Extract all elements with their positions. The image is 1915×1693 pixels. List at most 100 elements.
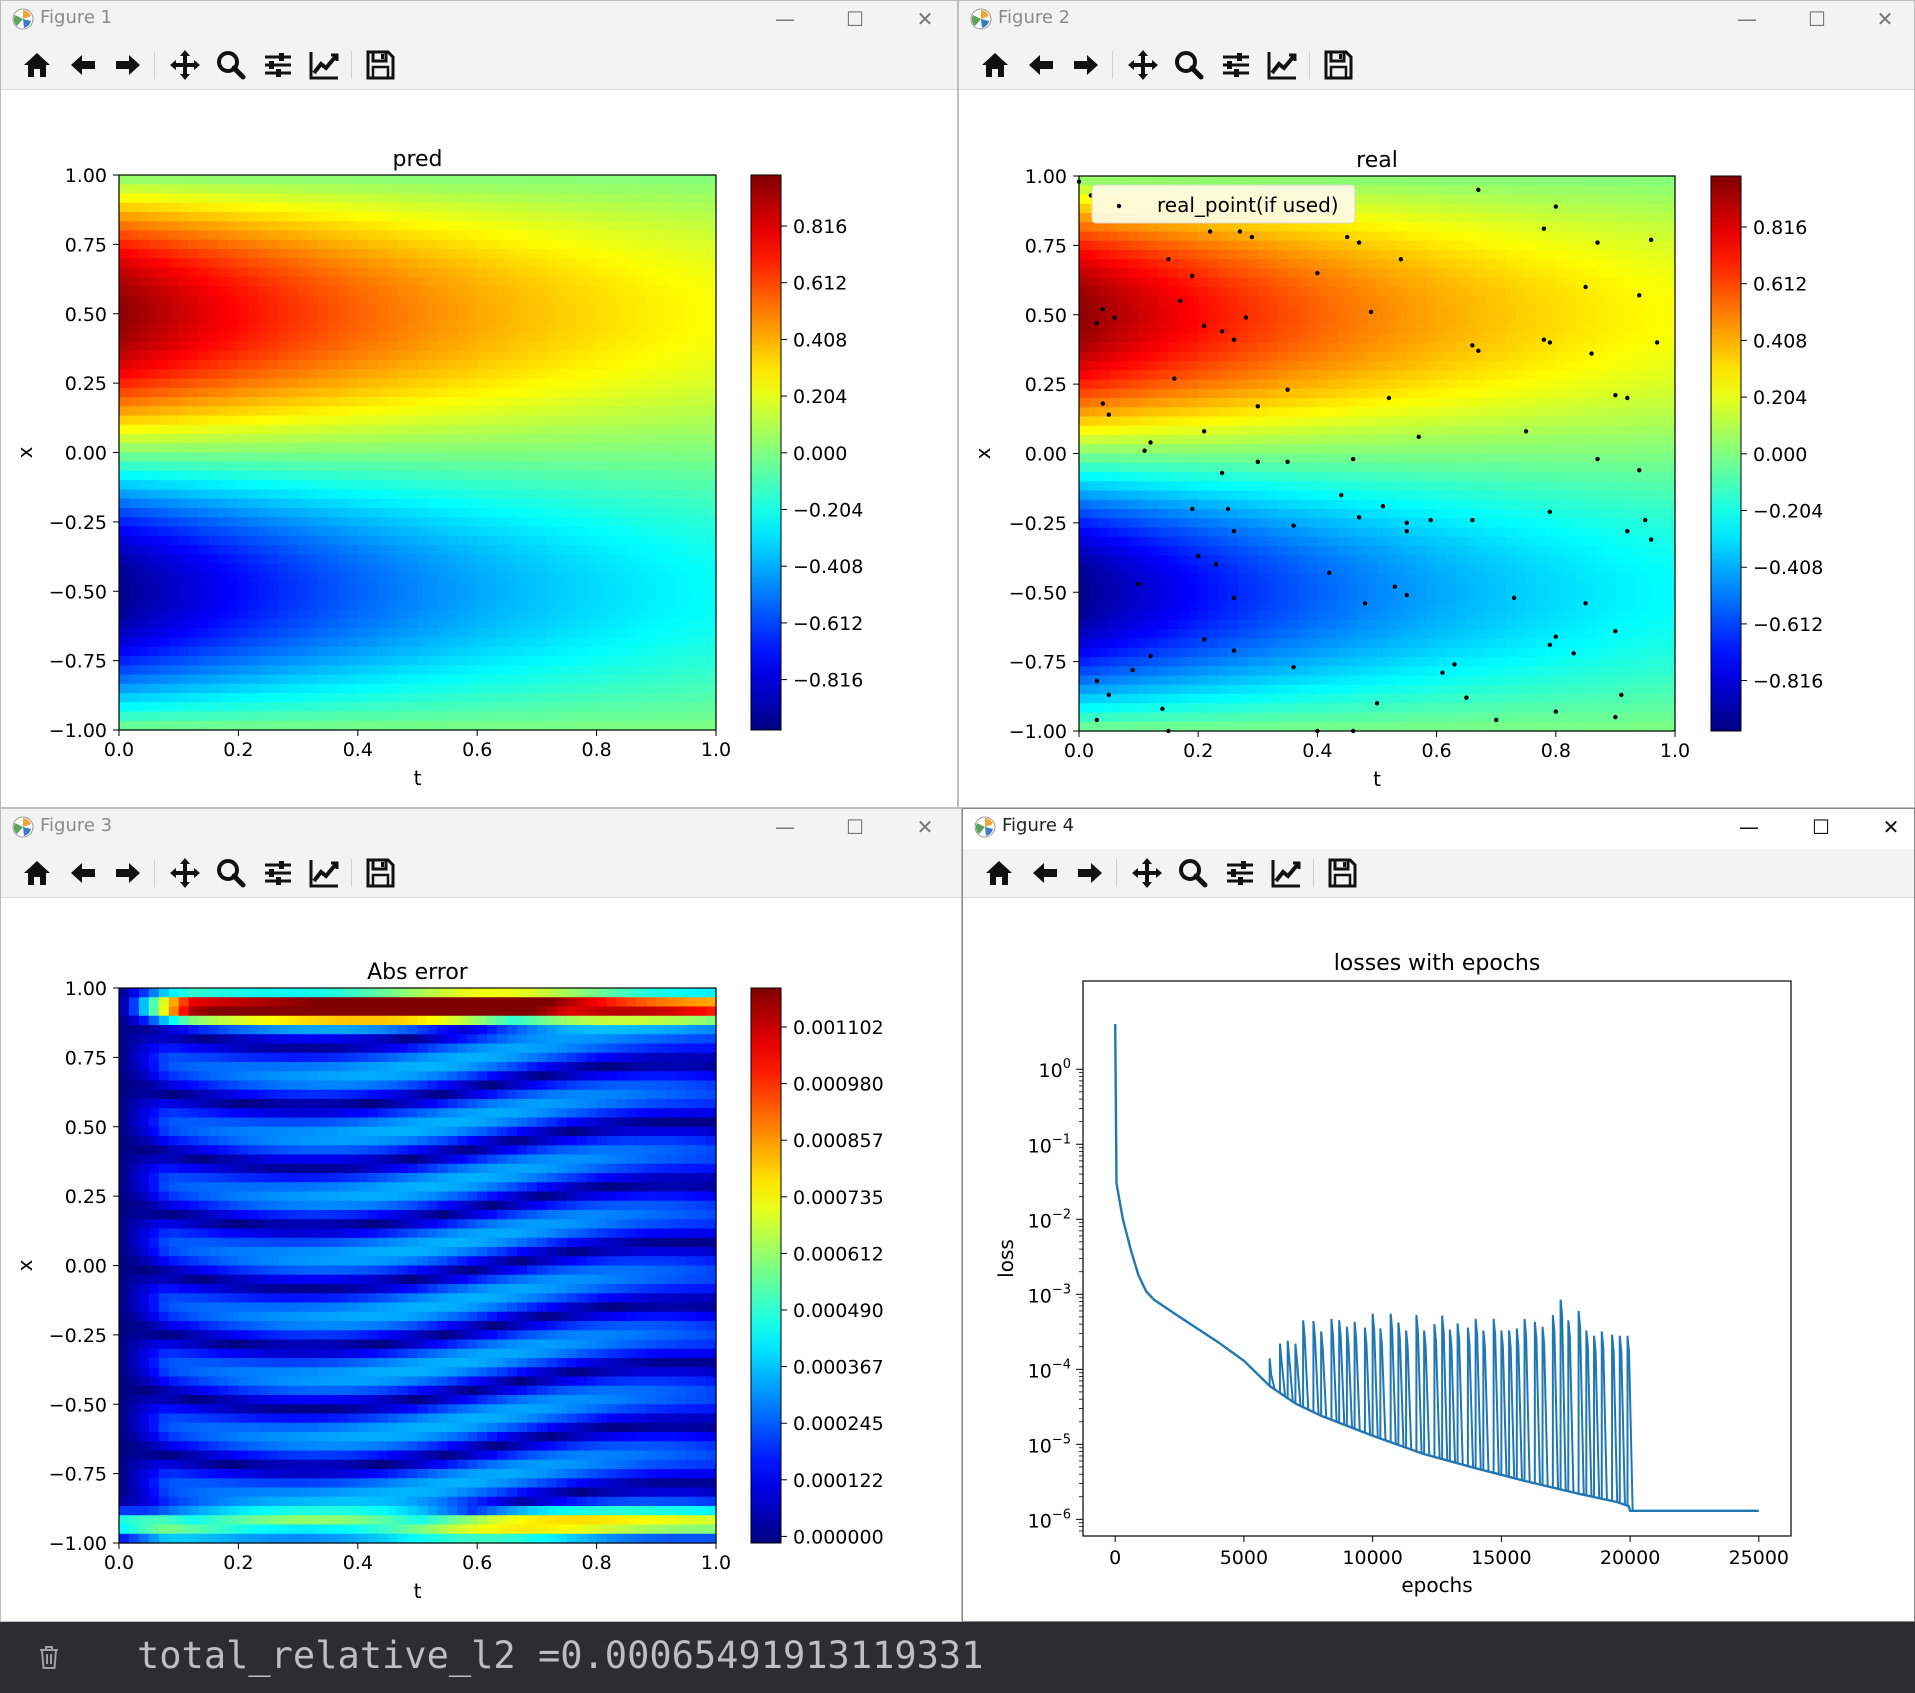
pan-button[interactable] <box>1129 855 1165 891</box>
close-button[interactable]: ✕ <box>1876 7 1894 31</box>
forward-arrow-button[interactable] <box>110 47 146 83</box>
pan-icon <box>1128 50 1158 80</box>
y-tick-label: 0.25 <box>65 373 107 395</box>
scatter-point <box>1130 667 1135 673</box>
colorbar-tick-label: 0.000980 <box>793 1074 884 1096</box>
save-button[interactable] <box>1320 47 1356 83</box>
pan-button[interactable] <box>167 47 203 83</box>
navigation-toolbar <box>963 849 1914 898</box>
y-axis-label: x <box>971 447 995 459</box>
configure-subplots-icon <box>1223 53 1249 77</box>
minimize-button[interactable]: — <box>775 815 795 839</box>
close-button[interactable]: ✕ <box>1882 815 1900 839</box>
scatter-point <box>1648 237 1654 243</box>
zoom-button[interactable] <box>213 47 249 83</box>
back-arrow-button[interactable] <box>65 855 101 891</box>
loss-spike <box>1345 1326 1354 1428</box>
pan-button[interactable] <box>1125 47 1161 83</box>
scatter-point <box>1339 492 1344 498</box>
x-tick-label: 0 <box>1109 1547 1121 1569</box>
trash-icon[interactable] <box>34 1642 64 1672</box>
scatter-point <box>1613 714 1618 720</box>
toolbar-separator <box>351 51 352 79</box>
colorbar-tick-label: 0.612 <box>793 273 847 295</box>
minimize-button[interactable]: — <box>775 7 795 31</box>
scatter-point <box>1595 456 1600 462</box>
scatter-point <box>1106 412 1111 417</box>
forward-arrow-button[interactable] <box>110 855 146 891</box>
titlebar[interactable]: Figure 1 — ☐ ✕ <box>1 1 957 41</box>
legend-marker <box>1116 203 1122 209</box>
x-tick-label: 25000 <box>1729 1547 1789 1569</box>
edit-axis-button[interactable] <box>1264 47 1300 83</box>
zoom-button[interactable] <box>213 855 249 891</box>
scatter-point <box>1112 315 1117 320</box>
configure-subplots-button[interactable] <box>260 47 296 83</box>
figure-window-4[interactable]: Figure 4 — ☐ ✕ losses with epochs 0 5000 10… <box>962 808 1915 1622</box>
toolbar-separator <box>1112 51 1113 79</box>
colorbar-tick-label: 0.000857 <box>793 1130 884 1152</box>
home-button[interactable] <box>19 47 55 83</box>
configure-subplots-button[interactable] <box>1222 855 1258 891</box>
back-arrow-button[interactable] <box>1027 855 1063 891</box>
titlebar[interactable]: Figure 4 — ☐ ✕ <box>963 809 1914 849</box>
home-button[interactable] <box>19 855 55 891</box>
colorbar-tick-label: −0.816 <box>793 670 863 692</box>
configure-subplots-button[interactable] <box>260 855 296 891</box>
y-tick-label: 10−3 <box>1028 1282 1071 1307</box>
close-button[interactable]: ✕ <box>916 815 934 839</box>
scatter-point <box>1511 595 1517 600</box>
edit-axis-button[interactable] <box>306 855 342 891</box>
home-icon <box>982 53 1008 77</box>
edit-axis-button[interactable] <box>1268 855 1304 891</box>
pan-button[interactable] <box>167 855 203 891</box>
scatter-point <box>1201 323 1207 329</box>
figure-window-3[interactable]: Figure 3 — ☐ ✕ Abs error 0.0 0.2 0.4 0.6 0.8 1… <box>0 808 962 1622</box>
y-tick-label: 10−5 <box>1028 1432 1071 1457</box>
loss-spike <box>1397 1322 1405 1447</box>
scatter-point <box>1100 307 1106 312</box>
figure-canvas[interactable]: losses with epochs 0 5000 10000 15000 20000 25… <box>963 898 1914 1621</box>
window-title: Figure 4 <box>1002 815 1075 836</box>
loss-spike <box>1433 1324 1441 1459</box>
figure-canvas[interactable]: pred 0.0 0.2 0.4 0.6 0.8 1.0 1.00 0.75 0.50 0.25 0.… <box>1 90 957 807</box>
minimize-button[interactable]: — <box>1739 815 1759 839</box>
home-button[interactable] <box>981 855 1017 891</box>
maximize-button[interactable]: ☐ <box>846 815 864 839</box>
close-button[interactable]: ✕ <box>916 7 934 31</box>
forward-arrow-button[interactable] <box>1068 47 1104 83</box>
x-axis-label: epochs <box>1401 1573 1472 1597</box>
titlebar[interactable]: Figure 3 — ☐ ✕ <box>1 809 961 849</box>
save-button[interactable] <box>362 855 398 891</box>
maximize-button[interactable]: ☐ <box>846 7 864 31</box>
forward-arrow-button[interactable] <box>1072 855 1108 891</box>
figure-canvas[interactable]: real 0.0 0.2 0.4 0.6 0.8 1.0 1.00 0.75 0.50 0.25 0.… <box>959 90 1914 807</box>
titlebar[interactable]: Figure 2 — ☐ ✕ <box>959 1 1914 41</box>
maximize-button[interactable]: ☐ <box>1808 7 1826 31</box>
zoom-button[interactable] <box>1171 47 1207 83</box>
figure-window-1[interactable]: Figure 1 — ☐ ✕ pred 0.0 0.2 0.4 0.6 0.8 1.0 1.0… <box>0 0 958 808</box>
console-output: total_relative_l2 =0.00065491913119331 <box>137 1634 984 1677</box>
scatter-point <box>1476 348 1481 354</box>
minimize-button[interactable]: — <box>1737 7 1757 31</box>
colorbar-tick-label: 0.816 <box>793 216 847 238</box>
scatter-point <box>1231 595 1237 600</box>
home-button[interactable] <box>977 47 1013 83</box>
edit-axis-button[interactable] <box>306 47 342 83</box>
back-arrow-button[interactable] <box>65 47 101 83</box>
maximize-button[interactable]: ☐ <box>1812 815 1830 839</box>
loss-spike <box>1523 1318 1531 1483</box>
navigation-toolbar <box>1 849 961 898</box>
figure-window-2[interactable]: Figure 2 — ☐ ✕ real 0.0 0.2 0.4 0.6 0.8 1.0 1.0… <box>958 0 1915 808</box>
save-button[interactable] <box>1324 855 1360 891</box>
colorbar-tick-label: 0.204 <box>1753 387 1807 409</box>
loss-spike <box>1626 1335 1634 1511</box>
zoom-button[interactable] <box>1175 855 1211 891</box>
back-arrow-button[interactable] <box>1023 47 1059 83</box>
figure-canvas[interactable]: Abs error 0.0 0.2 0.4 0.6 0.8 1.0 1.00 0.75 0.50 0… <box>1 898 961 1621</box>
save-button[interactable] <box>362 47 398 83</box>
colorbar <box>750 987 782 1544</box>
scatter-point <box>1547 509 1553 514</box>
configure-subplots-button[interactable] <box>1218 47 1254 83</box>
colorbar-tick-label: 0.000490 <box>793 1300 884 1322</box>
